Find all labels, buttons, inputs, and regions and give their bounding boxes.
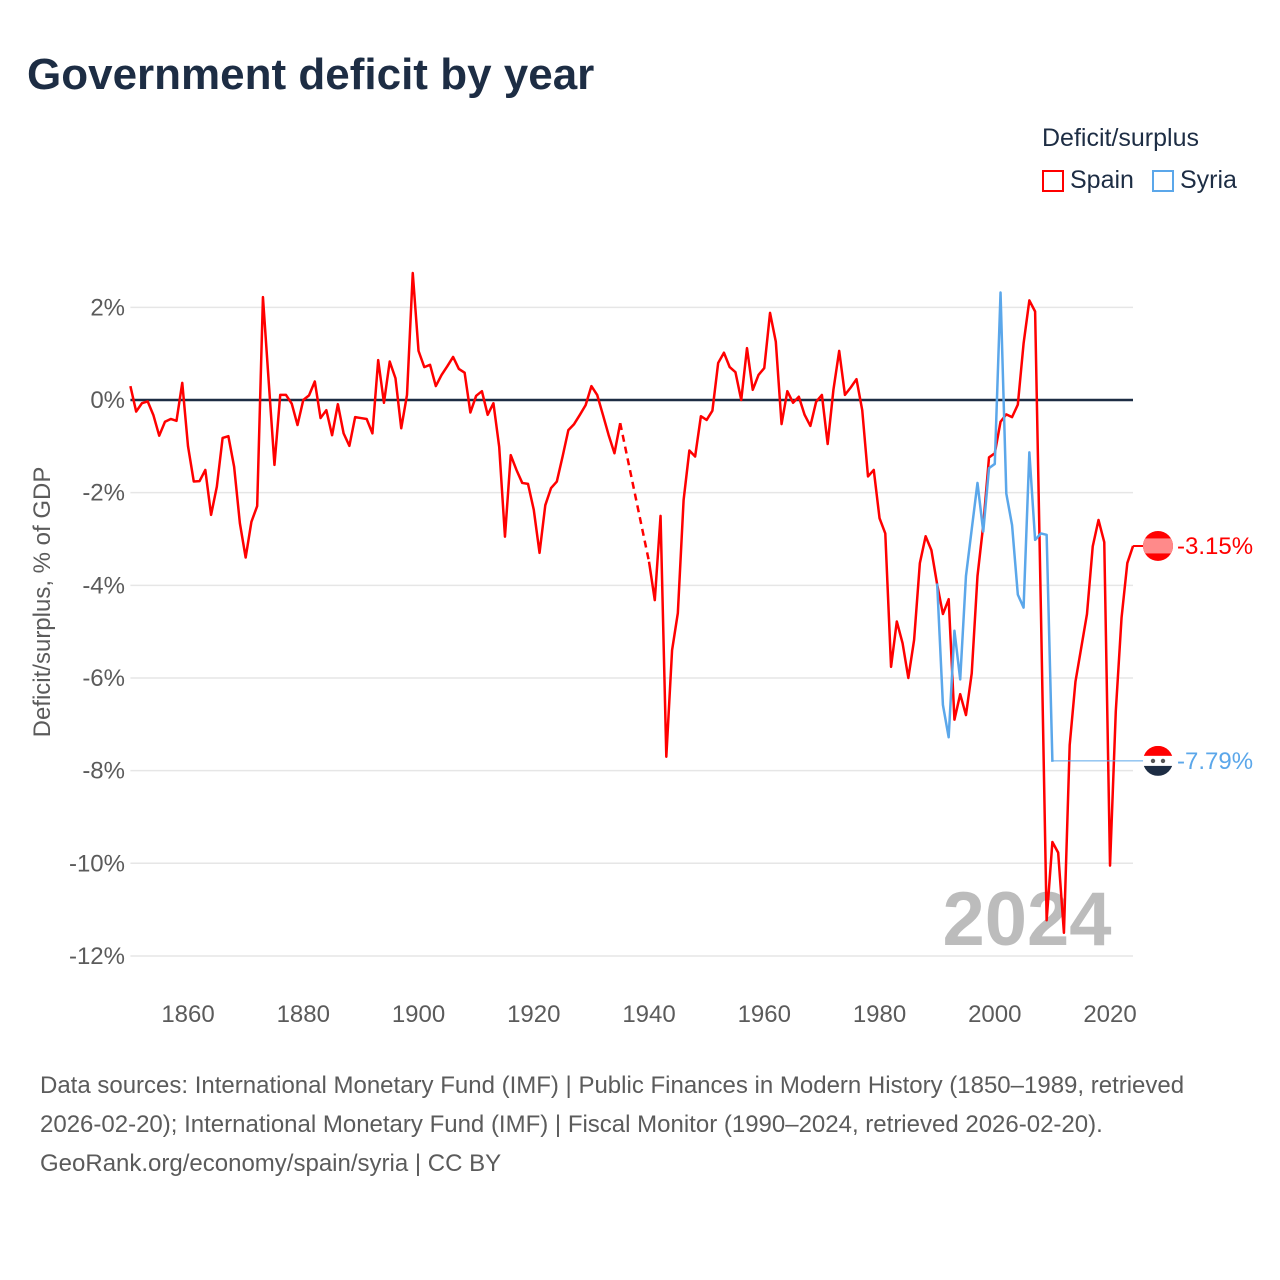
flag-stripe	[1143, 538, 1173, 554]
watermark-year: 2024	[942, 877, 1111, 962]
flag-stripe	[1143, 755, 1173, 766]
flag-stripe	[1143, 745, 1173, 756]
y-tick-label: -4%	[82, 572, 125, 599]
footer: Data sources: International Monetary Fun…	[40, 1066, 1240, 1183]
flag-syria-icon	[1143, 745, 1173, 776]
legend-swatch-spain	[1042, 169, 1064, 192]
end-label-spain: -3.15%	[1177, 533, 1253, 560]
series-line-syria	[935, 291, 1054, 762]
flag-stripe	[1143, 765, 1173, 776]
series-line-spain	[647, 299, 1135, 935]
x-tick-label: 1880	[277, 1001, 330, 1028]
legend-item-spain[interactable]: Spain	[1042, 166, 1134, 195]
flag-spain-icon	[1143, 530, 1173, 561]
legend-item-syria[interactable]: Syria	[1151, 166, 1237, 195]
y-axis-title: Deficit/surplus, % of GDP	[29, 467, 56, 738]
x-tick-label: 2000	[968, 1001, 1021, 1028]
flag-star	[1160, 758, 1166, 764]
flag-star	[1150, 758, 1156, 764]
x-tick-label: 1940	[622, 1001, 675, 1028]
x-tick-label: 1980	[853, 1001, 906, 1028]
legend: Spain Syria	[1042, 166, 1237, 195]
end-label-syria: -7.79%	[1177, 748, 1253, 775]
y-tick-label: -2%	[82, 480, 125, 507]
x-tick-label: 1920	[507, 1001, 560, 1028]
x-tick-label: 2020	[1083, 1001, 1136, 1028]
x-tick-label: 1860	[161, 1001, 214, 1028]
x-tick-label: 1960	[738, 1001, 791, 1028]
credit-link[interactable]: GeoRank.org/economy/spain/syria | CC BY	[40, 1150, 502, 1177]
legend-swatch-syria	[1151, 169, 1174, 192]
series-line-spain	[129, 271, 622, 559]
y-tick-label: 2%	[90, 294, 125, 321]
chart-title: Government deficit by year	[27, 50, 595, 99]
y-tick-label: -10%	[69, 850, 125, 877]
y-tick-label: 0%	[90, 387, 125, 414]
y-tick-label: -8%	[82, 758, 125, 785]
legend-label-syria: Syria	[1179, 166, 1237, 194]
legend-title: Deficit/surplus	[1042, 124, 1199, 152]
y-tick-label: -6%	[82, 665, 125, 692]
x-tick-label: 1900	[392, 1001, 445, 1028]
data-sources: Data sources: International Monetary Fun…	[40, 1072, 1185, 1138]
y-tick-label: -12%	[69, 943, 125, 970]
legend-label-spain: Spain	[1070, 166, 1134, 194]
